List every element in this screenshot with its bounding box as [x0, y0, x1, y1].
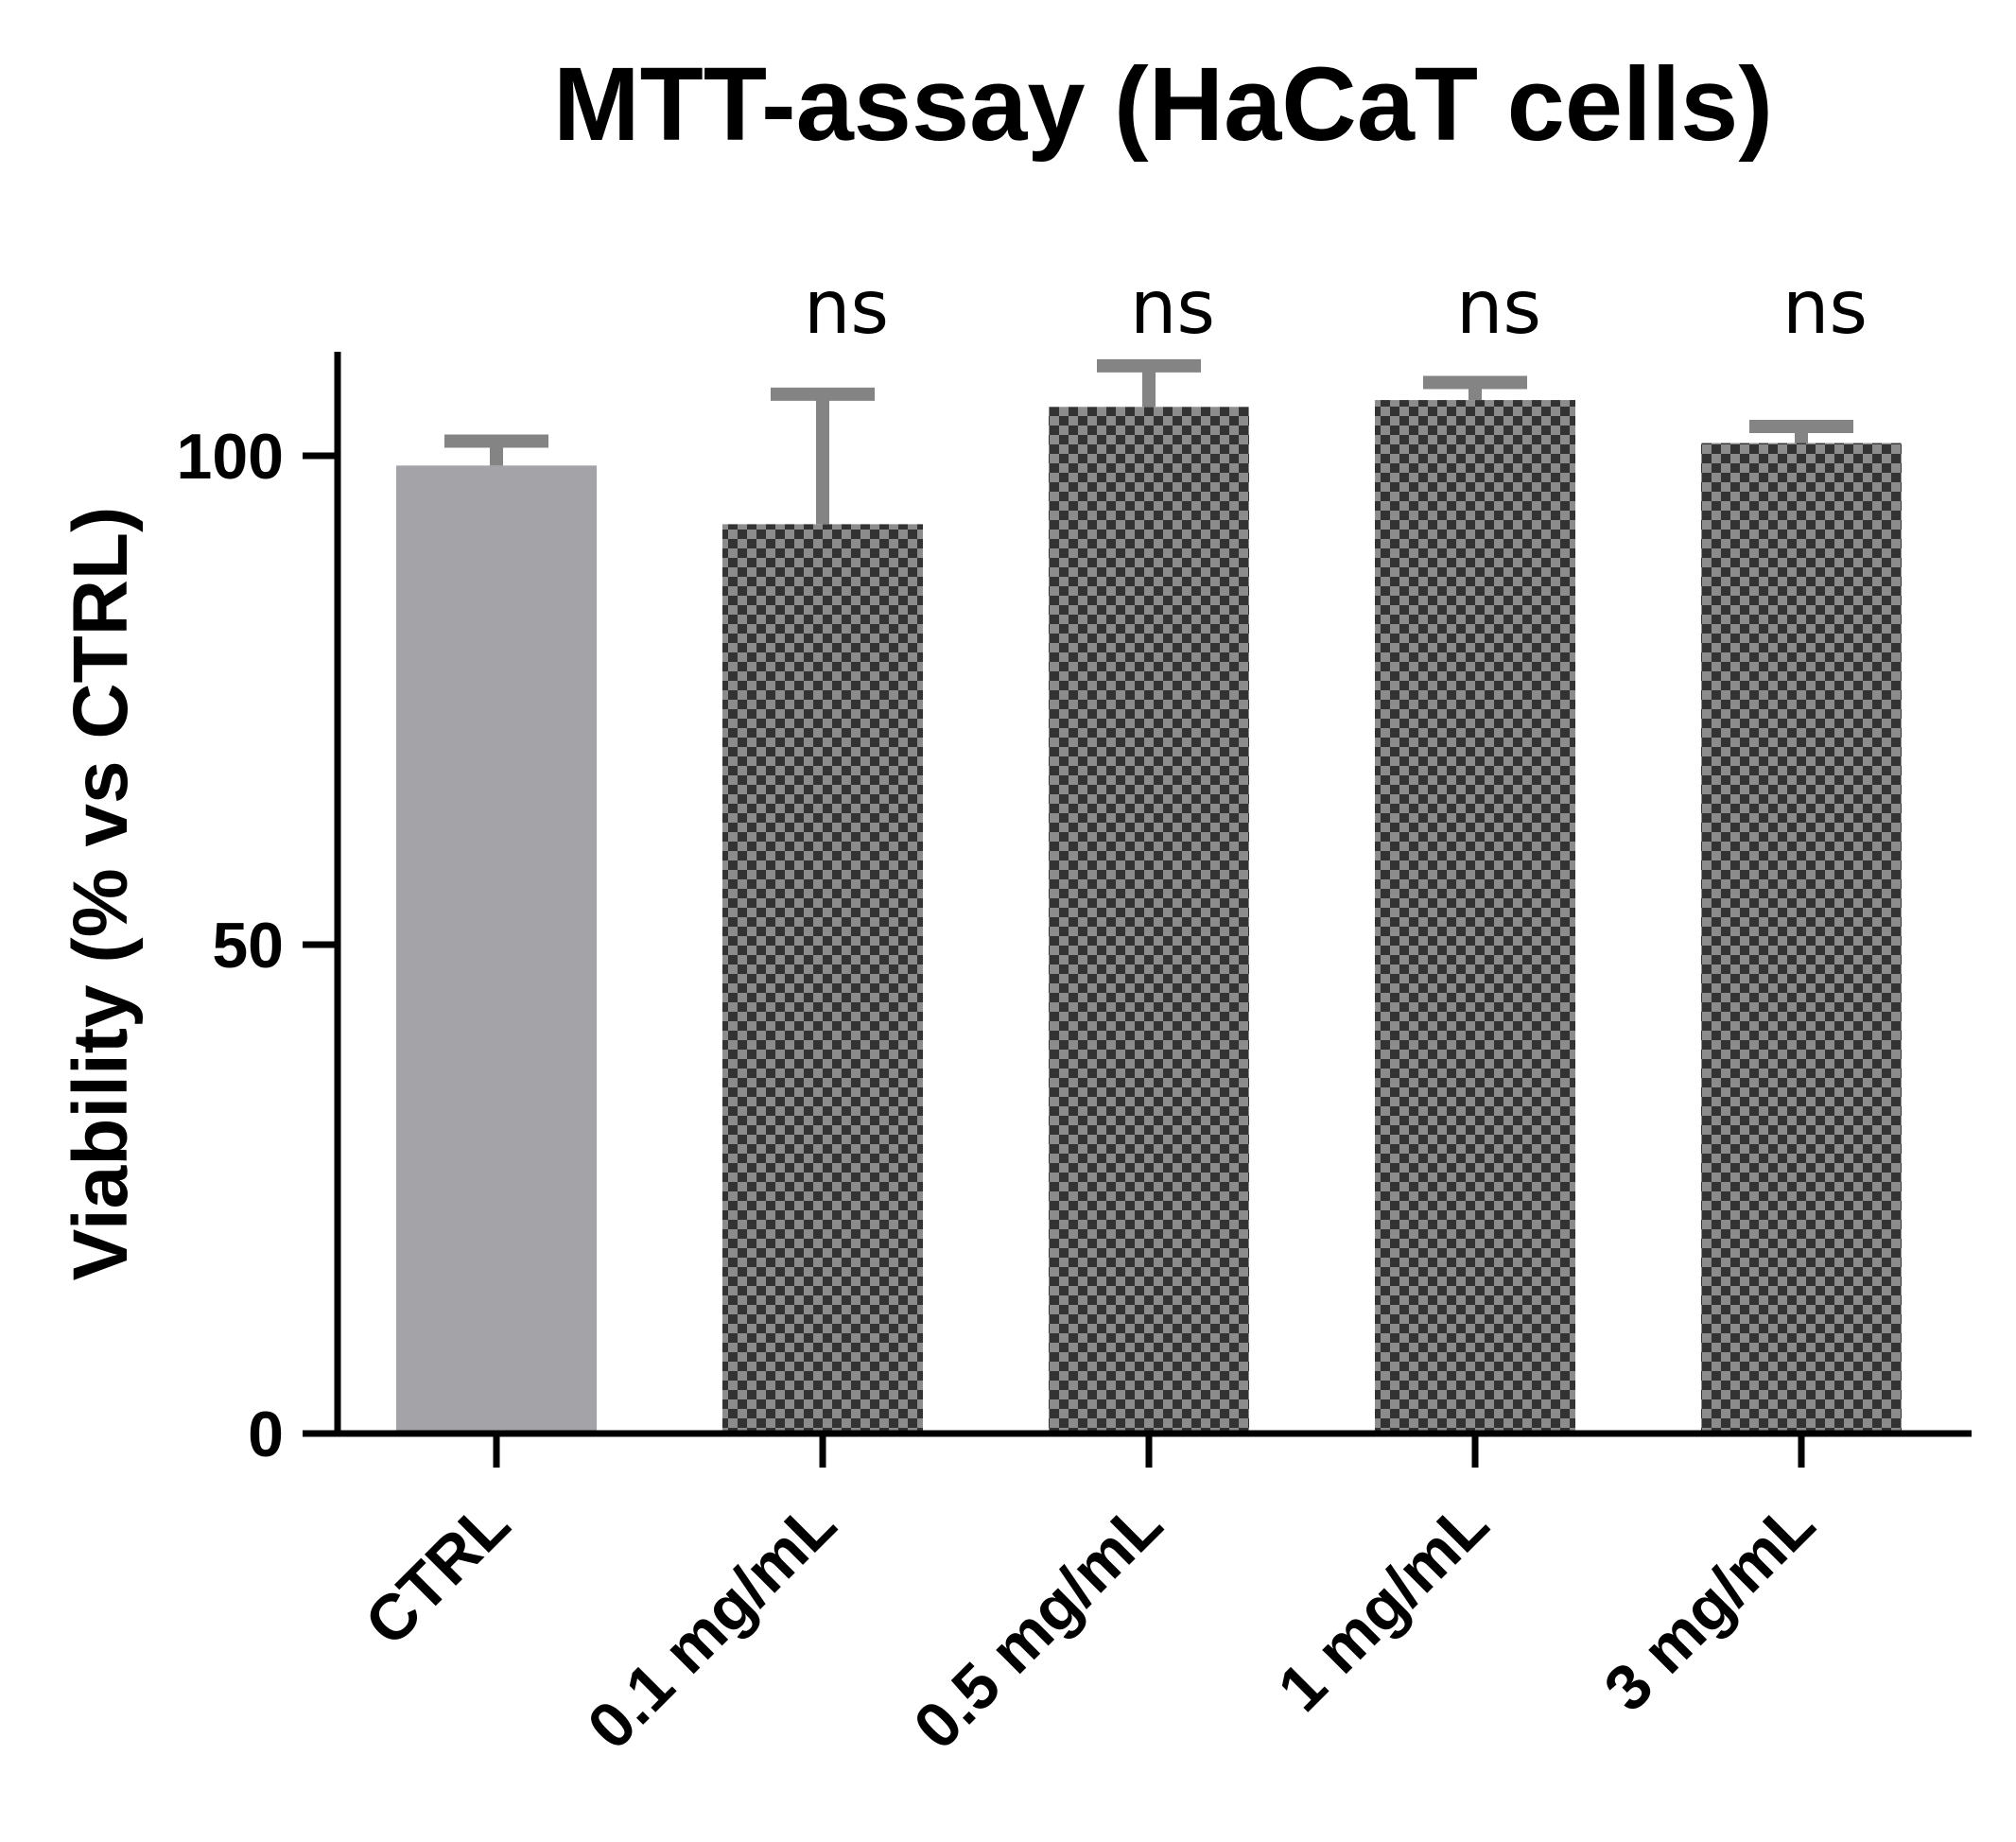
y-tick-label-2: 100 — [177, 421, 284, 493]
bar-1 — [722, 524, 923, 1434]
y-tick-label-0: 0 — [248, 1399, 284, 1470]
x-tick-label-2: 0.5 mg/mL — [900, 1487, 1176, 1764]
y-tick-label-1: 50 — [212, 910, 284, 982]
significance-label-3: ns — [1456, 266, 1541, 351]
bars-layer — [396, 400, 1902, 1434]
x-ticks-layer: CTRL 0.1 mg/mL 0.5 mg/mL 1 mg/mL 3 mg/mL — [352, 1434, 1829, 1763]
chart-title: MTT-assay (HaCaT cells) — [553, 46, 1773, 163]
annotations-layer: ns ns ns ns — [804, 266, 1868, 351]
bar-3 — [1375, 400, 1575, 1434]
x-tick-label-0: CTRL — [352, 1487, 524, 1660]
x-tick-label-4: 3 mg/mL — [1590, 1487, 1828, 1725]
significance-label-2: ns — [1130, 266, 1215, 351]
bar-4 — [1701, 443, 1902, 1434]
significance-label-1: ns — [804, 266, 889, 351]
significance-label-4: ns — [1782, 266, 1868, 351]
y-ticks-layer: 0 50 100 — [177, 421, 338, 1470]
y-axis-label: Viability (% vs CTRL) — [58, 507, 144, 1281]
x-tick-label-3: 1 mg/mL — [1264, 1487, 1502, 1725]
bar-2 — [1049, 407, 1249, 1434]
bar-0 — [396, 465, 597, 1434]
error-bars-layer — [444, 358, 1853, 525]
x-tick-label-1: 0.1 mg/mL — [574, 1487, 850, 1764]
